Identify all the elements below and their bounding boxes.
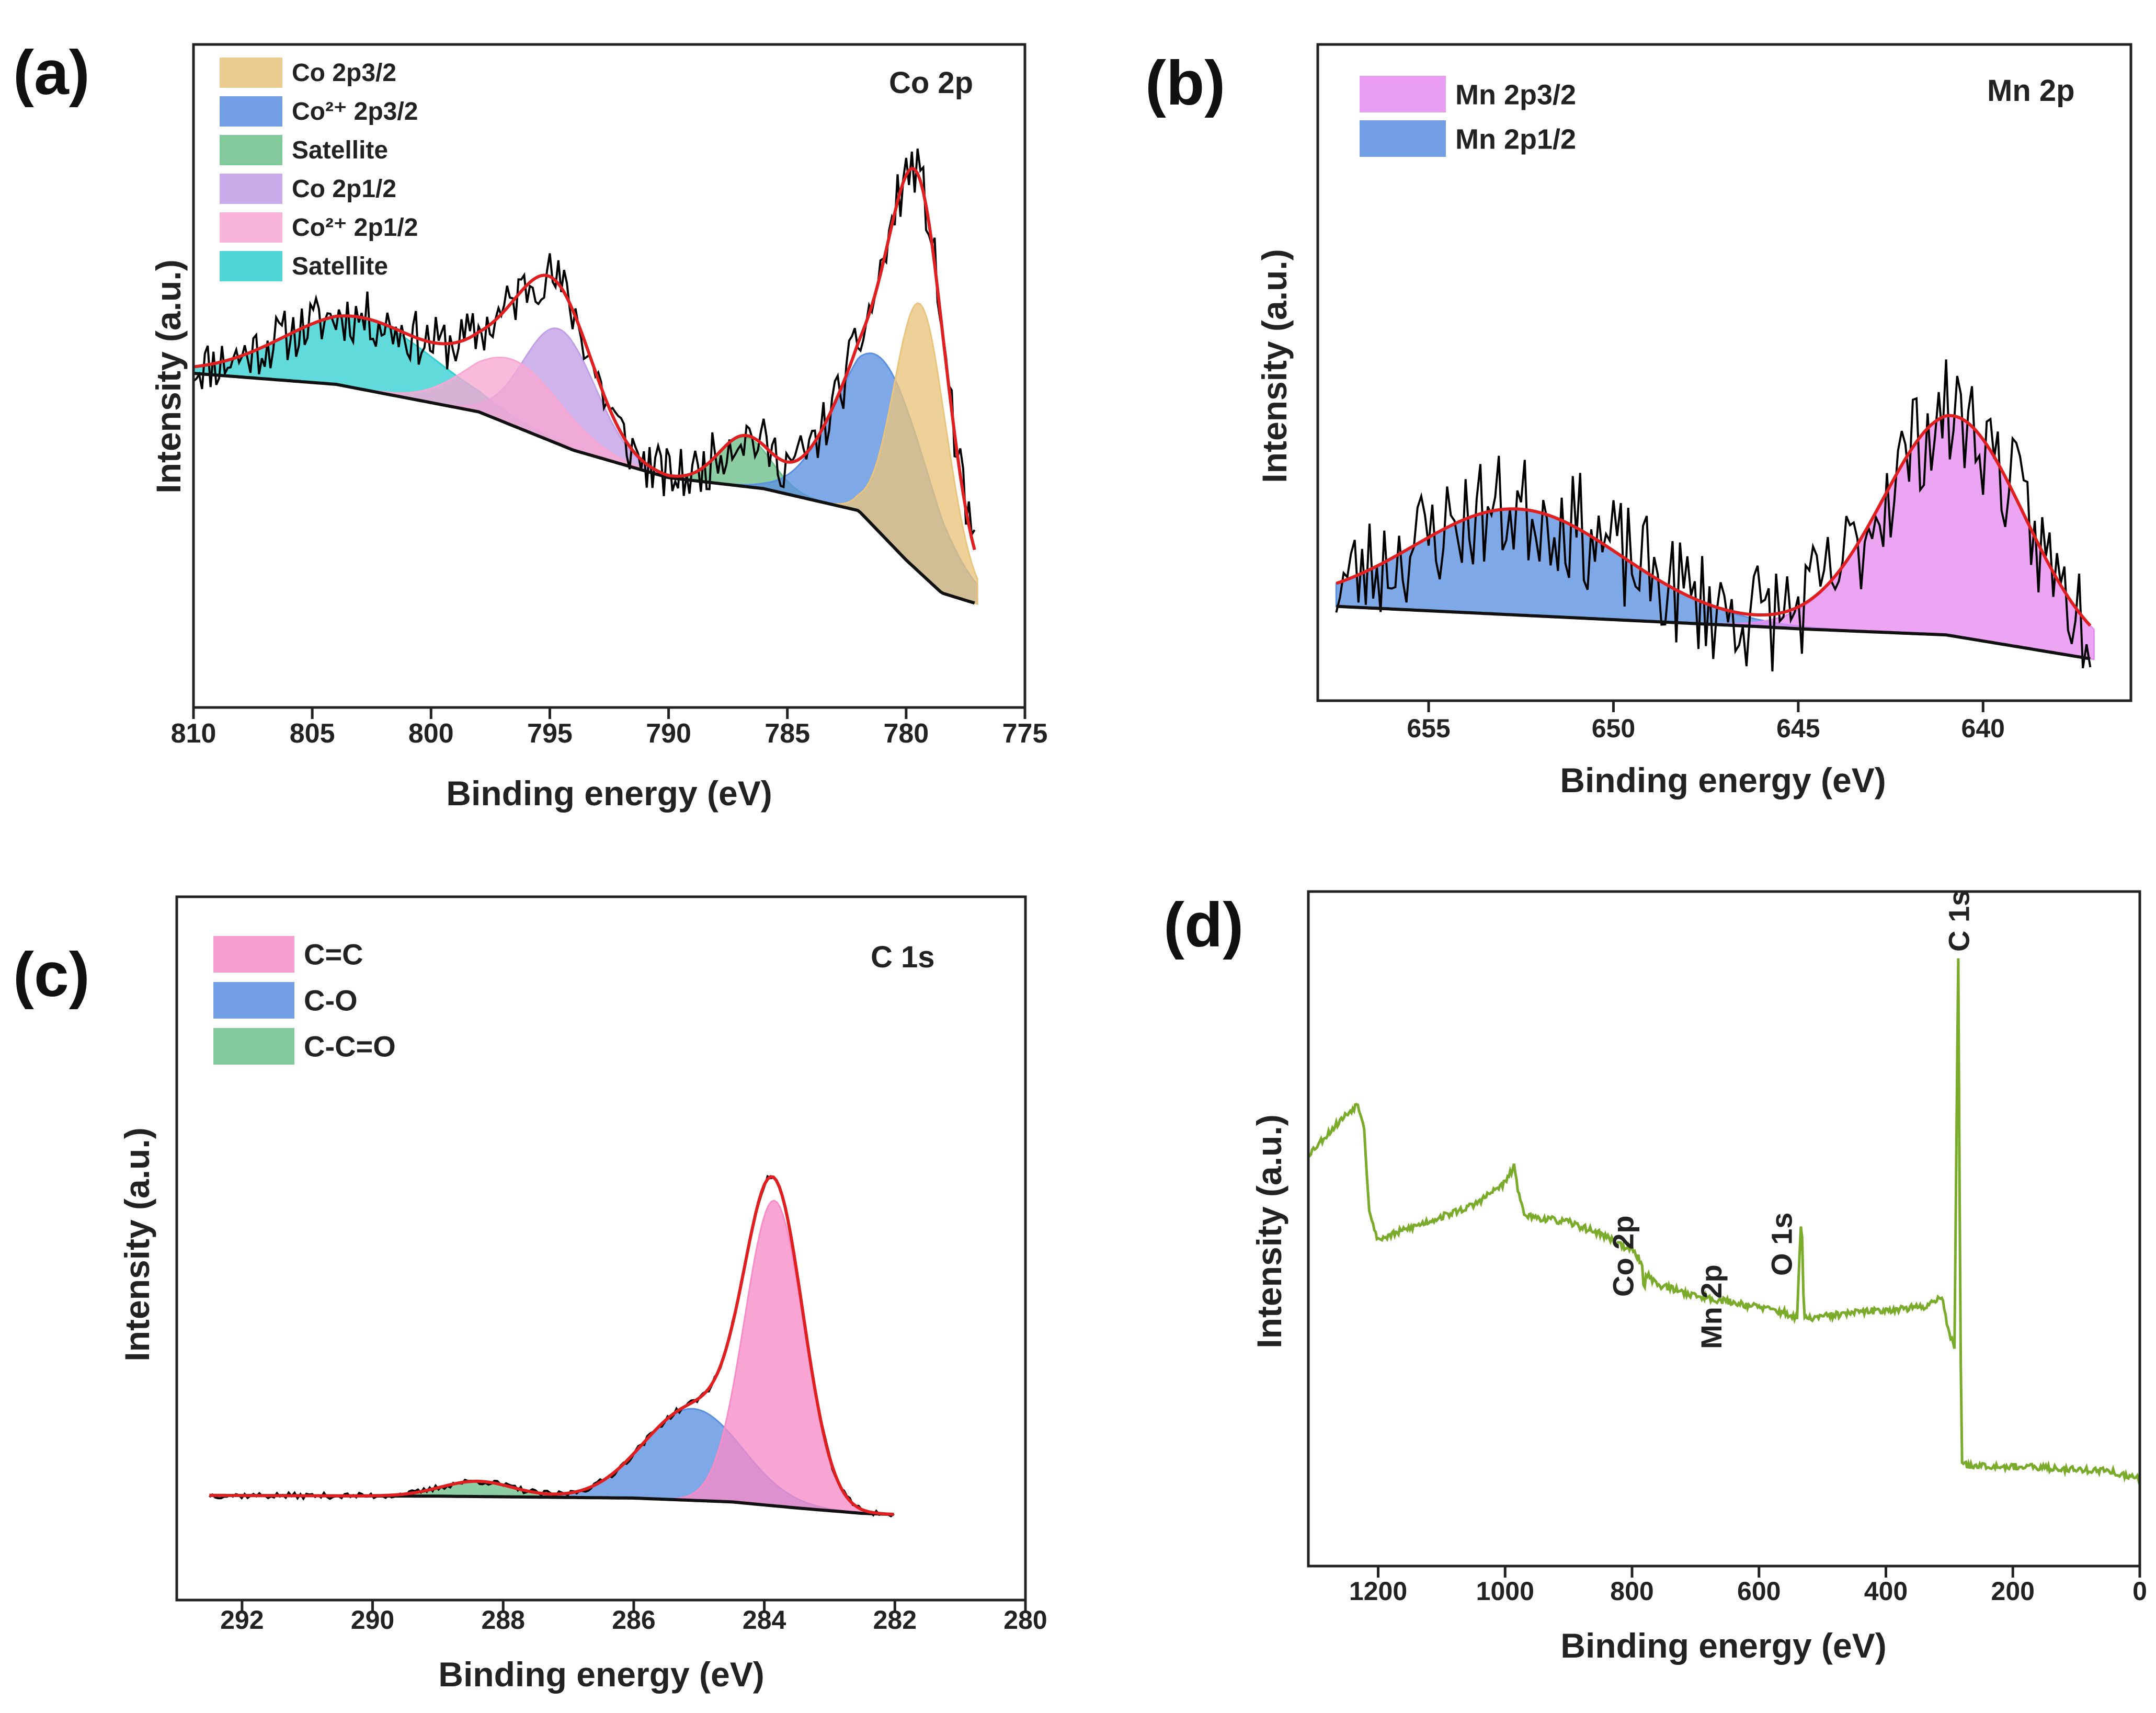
panel-a-legend-label-3: Co 2p1/2	[292, 175, 396, 203]
panel-c-xtick-label: 292	[220, 1605, 264, 1635]
panel-b-plot	[1335, 359, 2095, 672]
panel-c-frame	[175, 895, 1027, 1602]
panel-d: (d) 1200 1000 800 600 400 200 0 Co 2p Mn 2p O 1s…	[1163, 890, 2147, 1665]
panel-c-xtick-label: 290	[351, 1605, 394, 1635]
panel-b-title: Mn 2p	[1987, 74, 2075, 108]
panel-a-legend: Co 2p3/2 Co²⁺ 2p3/2 Satellite Co 2p1/2 Co²⁺ …	[220, 58, 418, 281]
panel-a-legend-swatch-5	[220, 251, 282, 281]
panel-c: (c) 292 290 288 286 284 282 280 C=C C-O C-C=O C …	[13, 895, 1047, 1694]
panel-d-xtick-label: 200	[1991, 1577, 2035, 1606]
panel-b-xlabel: Binding energy (eV)	[1560, 761, 1886, 800]
panel-d-peak-label-0: Co 2p	[1606, 1215, 1639, 1297]
panel-a-background-line	[193, 372, 975, 605]
panel-b-legend: Mn 2p3/2 Mn 2p1/2	[1360, 76, 1576, 157]
panel-a-xtick-label: 800	[408, 718, 454, 749]
panel-c-legend-label-2: C-C=O	[304, 1030, 396, 1063]
panel-b-xtick-label: 650	[1592, 714, 1635, 743]
panel-b-ylabel: Intensity (a.u.)	[1255, 249, 1294, 483]
panel-a-plot	[192, 149, 978, 606]
panel-d-frame	[1307, 890, 2141, 1568]
panel-d-xtick-label: 1000	[1476, 1577, 1534, 1606]
panel-c-xtick-label: 282	[873, 1605, 917, 1635]
panel-b-label: (b)	[1145, 48, 1225, 118]
panel-d-xtick-label: 800	[1610, 1577, 1653, 1606]
panel-d-peak-label-2: O 1s	[1765, 1213, 1798, 1276]
panel-a-legend-label-4: Co²⁺ 2p1/2	[292, 214, 418, 242]
panel-a-xtick-label: 805	[290, 718, 335, 749]
panel-c-ticks: 292 290 288 286 284 282 280	[220, 1600, 1047, 1635]
panel-c-xtick-label: 288	[482, 1605, 525, 1635]
panel-c-plot	[209, 1174, 895, 1517]
panel-d-xtick-label: 400	[1864, 1577, 1908, 1606]
panel-d-xtick-label: 1200	[1349, 1577, 1407, 1606]
panel-b-background-line	[1336, 604, 2091, 660]
panel-c-title: C 1s	[871, 940, 935, 974]
panel-d-label: (d)	[1163, 890, 1244, 960]
panel-a-legend-label-1: Co²⁺ 2p3/2	[292, 98, 418, 125]
panel-c-xlabel: Binding energy (eV)	[438, 1655, 764, 1694]
panel-c-label: (c)	[13, 940, 90, 1010]
panel-b-raw-spectrum	[1335, 359, 2092, 672]
panel-b-legend-label-1: Mn 2p1/2	[1455, 124, 1576, 155]
panel-a-legend-swatch-3	[220, 174, 282, 204]
panel-a-legend-label-0: Co 2p3/2	[292, 59, 396, 87]
panel-d-peak-label-1: Mn 2p	[1695, 1264, 1728, 1349]
panel-a-legend-swatch-1	[220, 96, 282, 127]
panel-b-xtick-label: 655	[1407, 714, 1450, 743]
panel-a-frame	[192, 43, 1026, 709]
panel-b-xtick-label: 640	[1961, 714, 2005, 743]
panel-b-ticks: 655 650 645 640	[1407, 701, 2005, 743]
panel-c-ylabel: Intensity (a.u.)	[118, 1127, 156, 1361]
panel-d-xlabel: Binding energy (eV)	[1560, 1626, 1886, 1665]
panel-b: (b) 655 650 645 640 Mn 2p3/2Mn 2p1/2 Mn 2p …	[1145, 43, 2132, 800]
panel-d-xtick-label: 0	[2132, 1577, 2147, 1606]
panel-c-legend-swatch-0	[213, 936, 294, 973]
panel-d-ticks: 1200 1000 800 600 400 200 0	[1349, 1566, 2147, 1606]
panel-a-xtick-label: 795	[527, 718, 573, 749]
panel-d-xtick-label: 600	[1737, 1577, 1781, 1606]
panel-c-legend-label-1: C-O	[304, 984, 358, 1017]
panel-c-xtick-label: 286	[612, 1605, 655, 1635]
panel-a-xtick-label: 785	[765, 718, 810, 749]
panel-a-legend-swatch-2	[220, 135, 282, 165]
panel-a-xlabel: Binding energy (eV)	[446, 774, 772, 813]
panel-c-legend: C=C C-O C-C=O	[213, 936, 396, 1065]
panel-a-title: Co 2p	[889, 66, 973, 100]
panel-a: (a) 810 805 800 795 790 785 780 775 Co 2p3/2 Co²…	[13, 38, 1047, 813]
panel-a-label: (a)	[13, 38, 90, 108]
panel-a-raw-spectrum	[192, 149, 976, 538]
panel-d-plot	[1308, 958, 2141, 1486]
panel-c-legend-swatch-2	[213, 1028, 294, 1065]
panel-c-legend-swatch-1	[213, 982, 294, 1019]
panel-c-envelope-fit	[209, 1175, 894, 1516]
panel-a-ylabel: Intensity (a.u.)	[149, 259, 188, 493]
panel-b-frame	[1316, 43, 2132, 702]
panel-a-xtick-label: 790	[646, 718, 691, 749]
panel-a-xtick-label: 775	[1002, 718, 1048, 749]
panel-a-legend-label-5: Satellite	[292, 253, 388, 280]
panel-a-legend-label-2: Satellite	[292, 136, 388, 164]
panel-b-legend-swatch-0	[1360, 76, 1446, 112]
panel-a-legend-swatch-4	[220, 212, 282, 243]
panel-a-ticks: 810 805 800 795 790 785 780 775	[171, 707, 1048, 749]
panel-a-xtick-label: 810	[171, 718, 216, 749]
panel-d-peak-label-3: C 1s	[1942, 890, 1975, 952]
panel-a-xtick-label: 780	[883, 718, 929, 749]
panel-c-xtick-label: 280	[1003, 1605, 1047, 1635]
panel-d-annotations: Co 2p Mn 2p O 1s C 1s	[1606, 890, 1975, 1349]
panel-a-envelope-fit	[193, 166, 976, 551]
panel-b-envelope-fit	[1336, 414, 2092, 627]
panel-b-legend-swatch-1	[1360, 120, 1446, 157]
panel-c-xtick-label: 284	[743, 1605, 786, 1635]
panel-b-legend-label-0: Mn 2p3/2	[1455, 79, 1576, 111]
panel-d-ylabel: Intensity (a.u.)	[1250, 1114, 1288, 1348]
panel-d-survey-line	[1308, 958, 2141, 1486]
panel-b-xtick-label: 645	[1776, 714, 1820, 743]
panel-a-legend-swatch-0	[220, 58, 282, 88]
panel-c-legend-label-0: C=C	[304, 938, 363, 971]
